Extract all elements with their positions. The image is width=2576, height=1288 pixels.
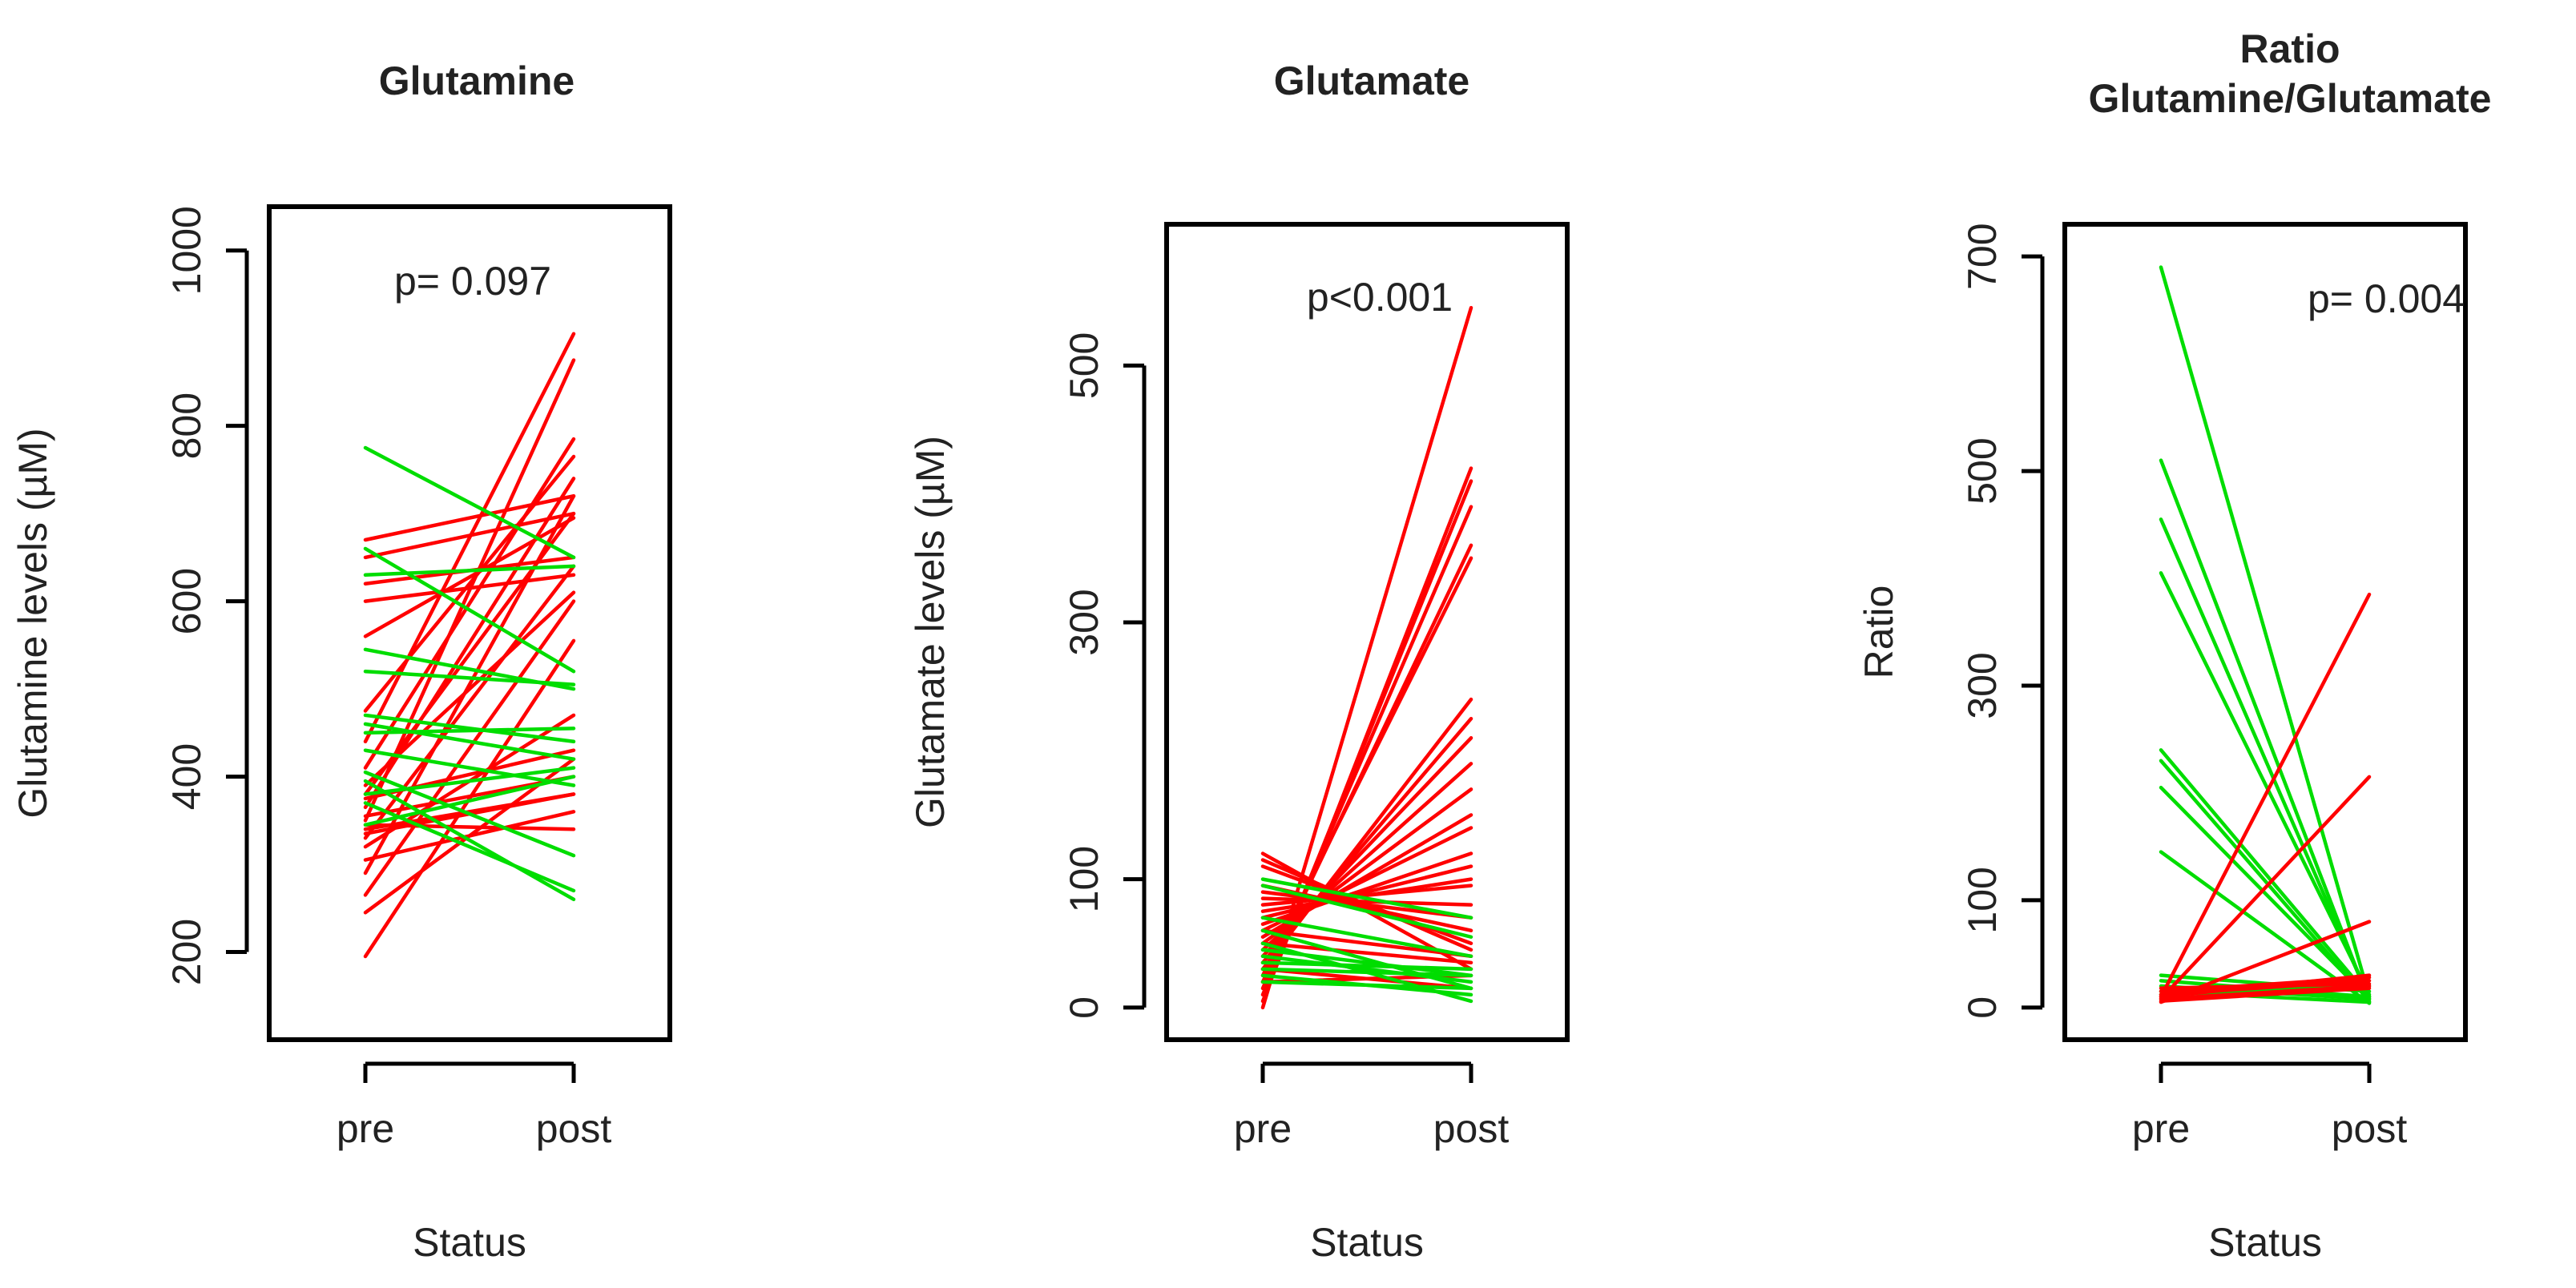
y-tick-label: 300: [1062, 589, 1107, 655]
x-axis-title: Status: [1310, 1220, 1424, 1265]
y-tick-label: 400: [164, 743, 209, 810]
subject-line-15: [2159, 775, 2372, 1001]
panel-1: Glutamine 200 400 600 800 1000 pre post Status Gl…: [10, 58, 672, 1265]
subject-line-36: [363, 766, 576, 796]
y-tick-label: 100: [1062, 846, 1107, 912]
plot-frame: [267, 204, 672, 1042]
subject-line-28: [1260, 877, 1473, 920]
subject-line-4: [2159, 571, 2372, 996]
subject-line-15: [363, 437, 576, 770]
subject-line-26: [1260, 941, 1473, 965]
subject-line-35: [1260, 967, 1473, 978]
subject-line-38: [1260, 916, 1473, 959]
x-tick-label-pre: pre: [2132, 1106, 2190, 1151]
subject-line-35: [363, 779, 576, 902]
subject-line-17: [1260, 883, 1473, 907]
subject-line-25: [1260, 967, 1473, 991]
y-tick-label: 600: [164, 568, 209, 634]
y-tick-label: 100: [1960, 867, 2005, 933]
subject-line-29: [1260, 883, 1473, 939]
subject-line-30: [363, 713, 576, 744]
series-group: [2159, 265, 2372, 1005]
x-tick-label-pre: pre: [1234, 1106, 1292, 1151]
x-tick-label-post: post: [536, 1106, 612, 1151]
y-tick-label: 500: [1062, 332, 1107, 399]
subject-line-27: [363, 564, 576, 578]
p-value-annotation: p= 0.097: [394, 259, 551, 304]
subject-line-1: [2159, 265, 2372, 999]
subject-line-37: [1260, 980, 1473, 991]
chart-title: Ratio: [2240, 26, 2340, 71]
y-tick-label: 0: [1960, 996, 2005, 1019]
subject-line-17: [363, 454, 576, 713]
y-axis-title: Glutamate levels (µM): [908, 436, 953, 828]
subject-line-14: [2159, 592, 2372, 999]
subject-line-22: [363, 494, 576, 542]
subject-line-31: [363, 722, 576, 761]
subject-line-2: [2159, 458, 2372, 1004]
subject-line-1: [1260, 305, 1473, 1010]
subject-line-9: [363, 358, 576, 823]
y-tick-label: 800: [164, 392, 209, 459]
y-tick-label: 300: [1960, 652, 2005, 718]
subject-line-19: [2159, 984, 2372, 1001]
subject-line-33: [363, 748, 576, 787]
x-tick-label-pre: pre: [337, 1106, 394, 1151]
x-axis-title: Status: [413, 1220, 526, 1265]
subject-line-33: [1260, 954, 1473, 984]
subject-line-18: [1260, 896, 1473, 907]
subject-line-14: [363, 590, 576, 787]
plot-frame: [1164, 222, 1570, 1042]
chart-title: Glutamine/Glutamate: [2089, 76, 2492, 121]
subject-line-5: [363, 810, 576, 862]
y-tick-label: 700: [1960, 223, 2005, 289]
subject-line-34: [363, 770, 576, 858]
y-axis-title: Ratio: [1856, 586, 1901, 679]
y-tick-label: 500: [1960, 437, 2005, 504]
subject-line-14: [1260, 851, 1473, 926]
subject-line-27: [1260, 928, 1473, 959]
subject-line-32: [363, 727, 576, 735]
subject-line-5: [2159, 748, 2372, 999]
subject-line-32: [1260, 948, 1473, 978]
subject-line-15: [1260, 864, 1473, 920]
y-tick-label: 200: [164, 919, 209, 985]
subject-line-21: [2159, 986, 2372, 1004]
x-tick-label-post: post: [1433, 1106, 1510, 1151]
subject-line-29: [363, 669, 576, 686]
subject-line-24: [363, 823, 576, 831]
panel-2: Glutamate 0 100 300 500 pre post Status Glutamat…: [908, 58, 1570, 1265]
subject-line-12: [1260, 813, 1473, 939]
panel-3: Ratio Glutamine/Glutamate 0 100 300 500 700 pre…: [1856, 26, 2491, 1265]
subject-line-34: [1260, 960, 1473, 972]
series-group: [363, 332, 576, 959]
x-axis-title: Status: [2208, 1220, 2322, 1265]
plot-frame: [2062, 222, 2468, 1042]
series-group: [1260, 305, 1473, 1010]
subject-line-6: [2159, 759, 2372, 1004]
subject-line-21: [363, 511, 576, 560]
chart-title: Glutamate: [1274, 58, 1470, 103]
y-tick-label: 0: [1062, 996, 1107, 1019]
subject-line-22: [1260, 858, 1473, 952]
subject-line-1: [363, 638, 576, 959]
subject-line-19: [363, 573, 576, 603]
p-value-annotation: p= 0.004: [2308, 276, 2465, 321]
subject-line-38: [363, 775, 576, 827]
subject-line-7: [2159, 785, 2372, 1001]
subject-line-3: [2159, 517, 2372, 1001]
subject-line-26: [363, 546, 576, 674]
subject-line-7: [363, 564, 576, 840]
subject-line-22: [2159, 982, 2372, 990]
y-tick-label: 1000: [164, 206, 209, 295]
x-tick-label-post: post: [2332, 1106, 2408, 1151]
p-value-annotation: p<0.001: [1307, 275, 1453, 320]
subject-line-25: [363, 445, 576, 560]
chart-title: Glutamine: [379, 58, 574, 103]
y-axis-title: Glutamine levels (µM): [10, 428, 55, 818]
